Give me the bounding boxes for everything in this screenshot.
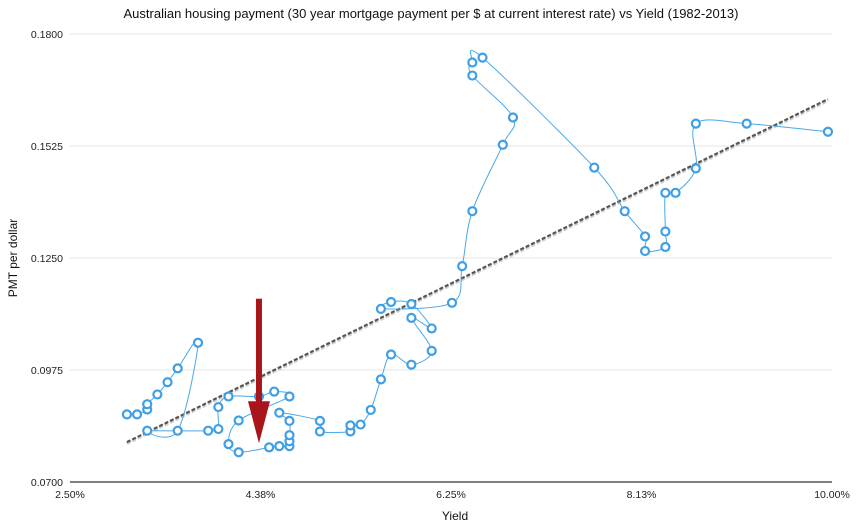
data-point xyxy=(142,399,153,410)
data-point xyxy=(639,231,651,242)
data-point xyxy=(690,118,701,129)
data-point xyxy=(385,296,397,308)
data-point xyxy=(269,386,280,397)
x-tick-label: 2.50% xyxy=(55,489,85,501)
data-point xyxy=(619,206,630,217)
data-point xyxy=(203,425,214,436)
data-point xyxy=(314,415,326,427)
y-axis-ticks: 0.0700 0.0975 0.1250 0.1525 0.1800 xyxy=(31,29,63,489)
data-point xyxy=(467,57,478,68)
data-point xyxy=(507,112,519,123)
trendline-group xyxy=(126,98,829,445)
data-point xyxy=(223,391,234,402)
data-point xyxy=(467,206,478,217)
data-point xyxy=(589,162,600,173)
data-point xyxy=(274,407,285,418)
data-point xyxy=(406,359,417,370)
data-point xyxy=(365,404,376,416)
trendline-shadow xyxy=(126,99,829,445)
data-point xyxy=(660,226,671,237)
chart-title: Australian housing payment (30 year mort… xyxy=(124,6,739,21)
data-point xyxy=(213,423,224,435)
data-point xyxy=(172,425,183,436)
y-axis-label: PMT per dollar xyxy=(6,219,20,297)
data-point xyxy=(477,52,488,63)
x-tick-label: 10.00% xyxy=(814,489,850,501)
data-point xyxy=(213,401,224,413)
data-point xyxy=(406,298,417,310)
annotation-arrow-head xyxy=(247,401,270,444)
data-point xyxy=(660,187,671,198)
data-point xyxy=(375,374,386,385)
data-point xyxy=(192,337,204,348)
data-point xyxy=(660,241,671,253)
data-point xyxy=(406,312,417,323)
data-point xyxy=(457,261,468,272)
data-point xyxy=(142,425,153,436)
trendline xyxy=(126,98,829,444)
data-point xyxy=(223,439,234,450)
data-point xyxy=(467,70,478,81)
x-axis-ticks: 2.50% 4.38% 6.25% 8.13% 10.00% xyxy=(55,489,850,501)
data-point xyxy=(345,420,356,431)
data-point xyxy=(690,163,701,174)
data-point xyxy=(162,377,173,388)
data-point xyxy=(639,245,651,257)
data-point xyxy=(284,430,295,441)
data-point xyxy=(497,139,508,150)
y-tick-label: 0.0975 xyxy=(31,365,63,377)
data-point xyxy=(375,303,386,315)
x-axis-label: Yield xyxy=(442,509,468,523)
data-point xyxy=(446,297,458,308)
x-tick-label: 4.38% xyxy=(246,489,276,501)
data-point xyxy=(355,419,366,430)
annotation-arrow-shaft xyxy=(255,298,262,404)
data-point xyxy=(131,409,143,420)
series-points xyxy=(121,52,834,458)
data-point xyxy=(822,126,834,137)
y-tick-label: 0.1525 xyxy=(31,141,63,153)
data-point xyxy=(284,415,295,427)
y-tick-label: 0.0700 xyxy=(31,477,63,489)
data-point xyxy=(426,323,437,334)
data-point xyxy=(152,389,163,400)
gridlines xyxy=(70,33,832,371)
data-point xyxy=(121,409,132,420)
data-point xyxy=(233,415,244,426)
y-tick-label: 0.1250 xyxy=(31,253,63,265)
data-point xyxy=(264,442,275,453)
data-point xyxy=(314,426,326,437)
data-point xyxy=(426,345,437,356)
data-point xyxy=(741,118,752,129)
annotation-arrow-group xyxy=(247,298,270,444)
x-tick-label: 6.25% xyxy=(436,489,466,501)
data-point xyxy=(284,391,295,402)
x-tick-label: 8.13% xyxy=(627,489,657,501)
y-tick-label: 0.1800 xyxy=(31,29,63,41)
data-point xyxy=(274,441,285,452)
data-point xyxy=(233,447,244,458)
data-point xyxy=(385,349,397,360)
data-point xyxy=(670,187,681,198)
data-point xyxy=(172,363,183,374)
